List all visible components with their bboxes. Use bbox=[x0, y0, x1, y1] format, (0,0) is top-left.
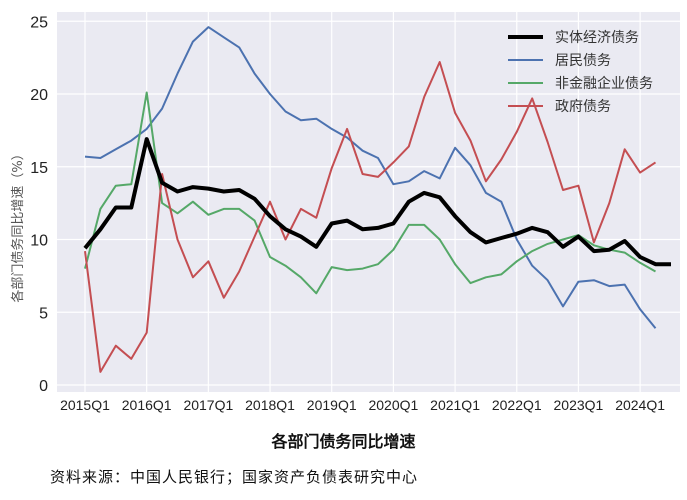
y-tick-label: 5 bbox=[39, 305, 48, 322]
series-line bbox=[83, 137, 671, 267]
line-chart: 0 5 10 15 20 25 2015Q1 2016Q1 2017Q1 2018Q1 2019Q… bbox=[10, 12, 680, 413]
series-line bbox=[84, 61, 657, 373]
plot-area bbox=[57, 12, 680, 392]
series-lines bbox=[83, 26, 671, 373]
series-line bbox=[84, 91, 656, 295]
x-axis-ticks: 2015Q1 2016Q1 2017Q1 2018Q1 2019Q1 2020Q1 2021… bbox=[60, 397, 665, 413]
x-tick-label: 2018Q1 bbox=[245, 397, 295, 413]
x-tick-label: 2024Q1 bbox=[615, 397, 665, 413]
y-tick-label: 15 bbox=[30, 160, 48, 177]
x-tick-label: 2017Q1 bbox=[183, 397, 233, 413]
y-tick-label: 20 bbox=[30, 87, 48, 104]
x-tick-label: 2023Q1 bbox=[554, 397, 604, 413]
x-tick-label: 2022Q1 bbox=[492, 397, 542, 413]
y-tick-label: 0 bbox=[39, 378, 48, 395]
legend-label: 非金融企业债务 bbox=[555, 75, 653, 92]
x-tick-label: 2016Q1 bbox=[122, 397, 172, 413]
chart-caption: 各部门债务同比增速 bbox=[271, 432, 416, 451]
x-tick-label: 2021Q1 bbox=[430, 397, 480, 413]
x-tick-label: 2019Q1 bbox=[307, 397, 357, 413]
series-line bbox=[84, 26, 657, 329]
source-note: 资料来源：中国人民银行；国家资产负债表研究中心 bbox=[50, 468, 419, 486]
y-tick-label: 10 bbox=[30, 233, 48, 250]
grid-lines bbox=[57, 12, 680, 392]
y-axis-label: 各部门债务同比增速（%） bbox=[10, 147, 26, 302]
legend-label: 实体经济债务 bbox=[555, 30, 639, 46]
x-tick-label: 2020Q1 bbox=[368, 397, 418, 413]
x-tick-label: 2015Q1 bbox=[60, 397, 110, 413]
y-axis-ticks: 0 5 10 15 20 25 bbox=[30, 14, 48, 395]
legend-label: 居民债务 bbox=[555, 53, 611, 69]
legend-label: 政府债务 bbox=[555, 99, 611, 115]
y-tick-label: 25 bbox=[30, 14, 48, 31]
